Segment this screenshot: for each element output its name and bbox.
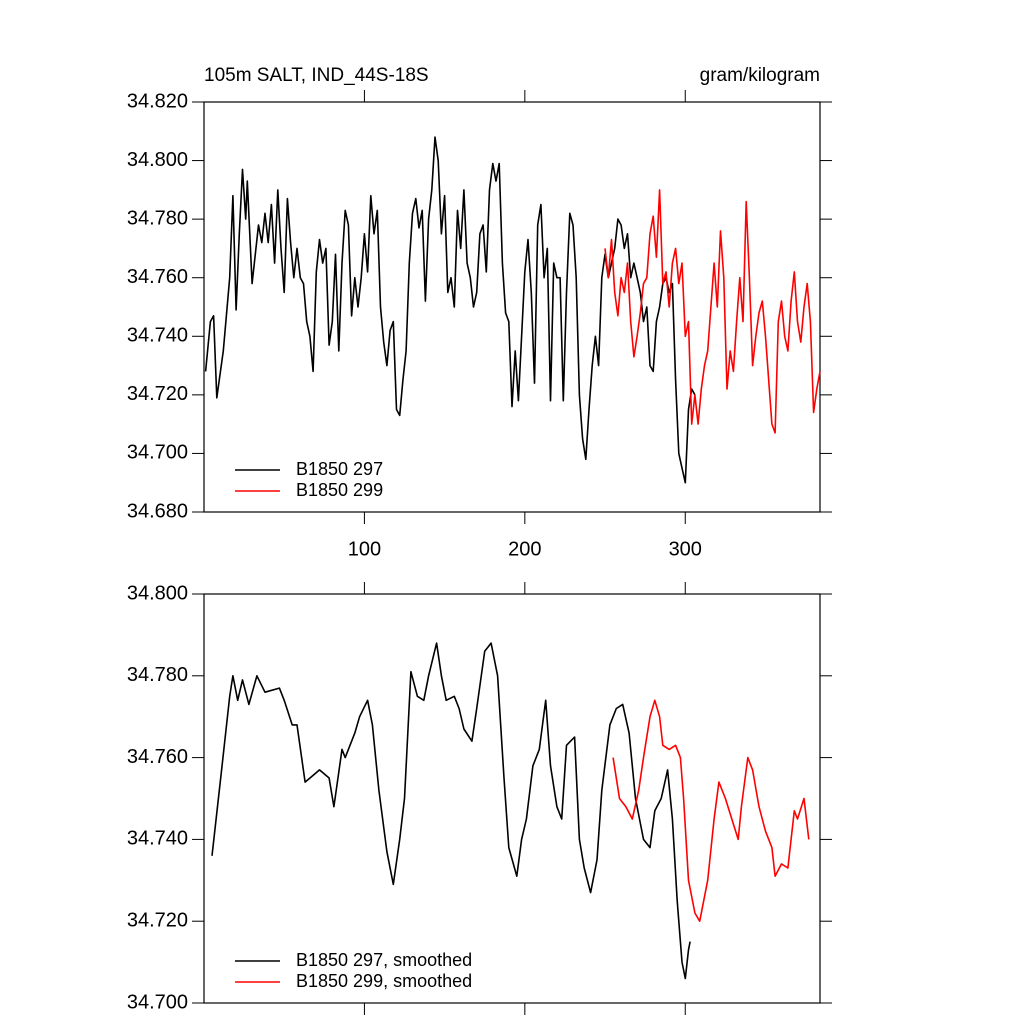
y-tick-label: 34.780	[127, 664, 188, 686]
data-line	[211, 642, 691, 980]
y-tick-label: 34.740	[127, 828, 188, 850]
legend-label: B1850 299	[296, 480, 383, 500]
y-tick-label: 34.780	[127, 207, 188, 229]
y-tick-label: 34.800	[127, 149, 188, 171]
x-tick-label: 200	[508, 538, 541, 560]
y-tick-label: 34.800	[127, 582, 188, 604]
chart-title: 105m SALT, IND_44S-18S	[204, 65, 429, 86]
legend-label: B1850 297, smoothed	[296, 950, 472, 970]
legend-label: B1850 299, smoothed	[296, 971, 472, 991]
y-tick-label: 34.700	[127, 991, 188, 1013]
y-tick-label: 34.760	[127, 746, 188, 768]
y-tick-label: 34.740	[127, 325, 188, 347]
data-line	[604, 189, 821, 434]
data-line	[204, 136, 696, 484]
legend-label: B1850 297	[296, 459, 383, 479]
plot-frame	[203, 101, 821, 513]
data-line	[612, 699, 810, 922]
y-tick-label: 34.680	[127, 500, 188, 522]
x-tick-label: 300	[669, 538, 702, 560]
y-tick-label: 34.820	[127, 90, 188, 112]
y-tick-label: 34.760	[127, 266, 188, 288]
units-label: gram/kilogram	[700, 65, 820, 86]
y-tick-label: 34.720	[127, 383, 188, 405]
plot-frame	[203, 593, 821, 1004]
y-tick-label: 34.700	[127, 442, 188, 464]
y-tick-label: 34.720	[127, 909, 188, 931]
x-tick-label: 100	[348, 538, 381, 560]
